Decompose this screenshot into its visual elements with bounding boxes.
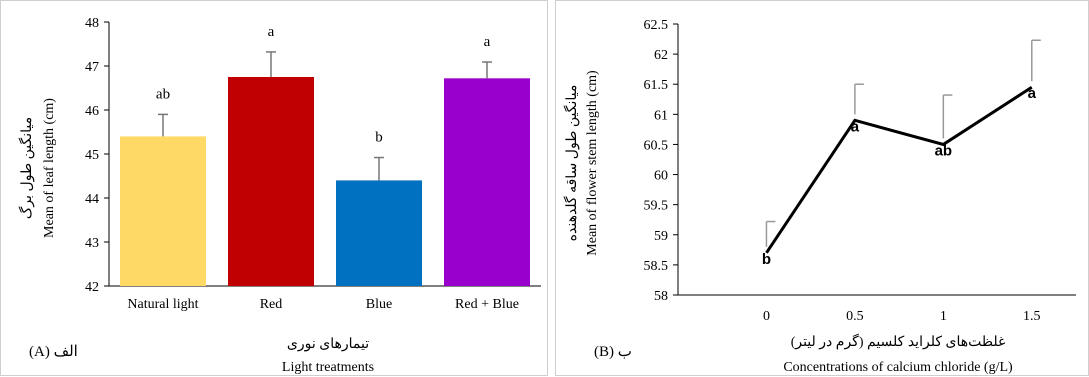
panel-label: (B) ب [594, 344, 632, 360]
y-tick-label: 44 [85, 192, 99, 207]
y-tick-label: 45 [85, 148, 99, 163]
y-tick-label: 59 [654, 229, 668, 244]
bar [228, 77, 314, 286]
significance-letter: b [375, 130, 383, 146]
y-tick-label: 59.5 [644, 199, 669, 214]
y-tick-label: 58 [654, 289, 668, 304]
significance-letter: a [1028, 85, 1037, 102]
y-tick-label: 62.5 [644, 18, 669, 33]
x-tick-label: 1 [940, 309, 947, 324]
y-tick-label: 62 [654, 48, 668, 63]
x-tick-label: 1.5 [1023, 309, 1041, 324]
leaf-length-bar-chart: 42 43 44 45 46 47 48 Natural light Red Blue Red +… [18, 16, 541, 375]
x-tick-label: Blue [366, 297, 392, 312]
y-tick-label: 42 [85, 280, 99, 295]
x-axis-label-fa: غلظت‌های کلراید کلسیم (گرم در لیتر) [791, 333, 1006, 350]
x-tick-label: Red + Blue [455, 297, 519, 312]
series-line [765, 85, 1033, 254]
significance-letter: ab [156, 86, 170, 102]
y-tick-label: 47 [85, 60, 99, 75]
significance-letter: a [268, 24, 275, 40]
y-tick-label: 43 [85, 236, 99, 251]
chart-panel-b: 58 58.5 59 59.5 60 60.5 61 61.5 62 62.5 0 0.5 1 1.5 … [555, 0, 1089, 376]
x-tick-label: 0 [763, 309, 770, 324]
panel-label: (A) الف [29, 344, 78, 360]
y-tick-label: 61 [654, 108, 668, 123]
significance-letter: ab [935, 142, 953, 159]
y-tick-label: 61.5 [644, 78, 669, 93]
x-tick-label: 0.5 [846, 309, 864, 324]
y-axis-label: Mean of flower stem length (cm) [585, 70, 600, 256]
y-tick-label: 60 [654, 169, 668, 184]
y-axis-label-fa: میانگین طول برگ [18, 117, 35, 219]
y-tick-label: 48 [85, 16, 99, 31]
y-tick-label: 60.5 [644, 138, 669, 153]
bar [120, 136, 206, 286]
significance-letter: a [484, 34, 491, 50]
x-axis-label: Light treatments [282, 360, 374, 375]
significance-letter: a [851, 118, 860, 135]
x-axis-label-fa: تیمارهای نوری [287, 337, 369, 352]
y-tick-label: 46 [85, 104, 99, 119]
bar [444, 78, 530, 286]
x-tick-label: Red [260, 297, 283, 312]
bar [336, 180, 422, 286]
y-axis-label: Mean of leaf length (cm) [42, 98, 57, 238]
y-axis-label-fa: میانگین طول ساقه گلدهنده [563, 85, 580, 242]
y-tick-label: 58.5 [644, 259, 669, 274]
x-tick-label: Natural light [127, 297, 198, 312]
chart-panel-a: 42 43 44 45 46 47 48 Natural light Red Blue Red +… [0, 0, 548, 376]
x-axis-label: Concentrations of calcium chloride (g/L) [783, 360, 1013, 375]
significance-letter: b [762, 251, 771, 268]
